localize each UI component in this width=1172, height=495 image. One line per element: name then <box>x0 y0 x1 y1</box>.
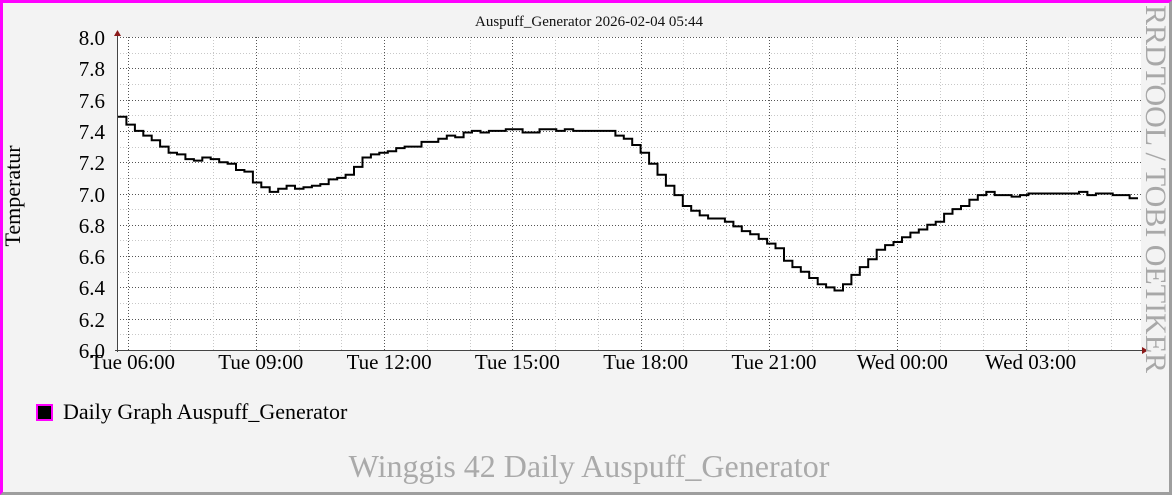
y-tick-label: 6.8 <box>78 213 105 238</box>
x-tick-label: Tue 12:00 <box>346 350 432 374</box>
graph-footer-title: Winggis 42 Daily Auspuff_Generator <box>348 448 830 484</box>
y-tick-label: 7.8 <box>78 57 105 82</box>
chart-title: Auspuff_Generator 2026-02-04 05:44 <box>474 14 703 30</box>
x-tick-label: Tue 18:00 <box>603 350 689 374</box>
x-tick-label: Tue 06:00 <box>90 350 175 374</box>
rrdtool-watermark: RRDTOOL / TOBI OETIKER <box>1139 5 1172 374</box>
x-tick-label: Tue 15:00 <box>474 350 560 374</box>
y-tick-label: 6.4 <box>78 276 105 301</box>
x-axis-arrow-icon <box>1142 347 1148 354</box>
y-tick-label: 6.0 <box>78 339 105 363</box>
y-tick-label: 6.6 <box>78 245 105 270</box>
y-axis-label: Temperatur <box>0 145 25 247</box>
legend-swatch <box>36 403 53 421</box>
y-tick-label: 7.0 <box>78 182 105 207</box>
legend-label: Daily Graph Auspuff_Generator <box>63 399 348 424</box>
x-tick-label: Wed 00:00 <box>856 350 948 374</box>
y-tick-label: 8.0 <box>78 26 105 50</box>
y-tick-label: 7.4 <box>78 119 105 144</box>
plot-area <box>117 37 1141 350</box>
y-tick-label: 6.2 <box>78 307 105 332</box>
y-tick-label: 7.6 <box>78 88 105 113</box>
legend-item: Daily Graph Auspuff_Generator <box>36 399 347 425</box>
x-tick-label: Tue 09:00 <box>218 350 304 374</box>
y-tick-label: 7.2 <box>78 151 105 176</box>
x-tick-label: Wed 03:00 <box>985 350 1077 374</box>
x-tick-label: Tue 21:00 <box>731 350 817 374</box>
series-line <box>118 115 1138 292</box>
y-axis-arrow-icon <box>114 30 121 36</box>
